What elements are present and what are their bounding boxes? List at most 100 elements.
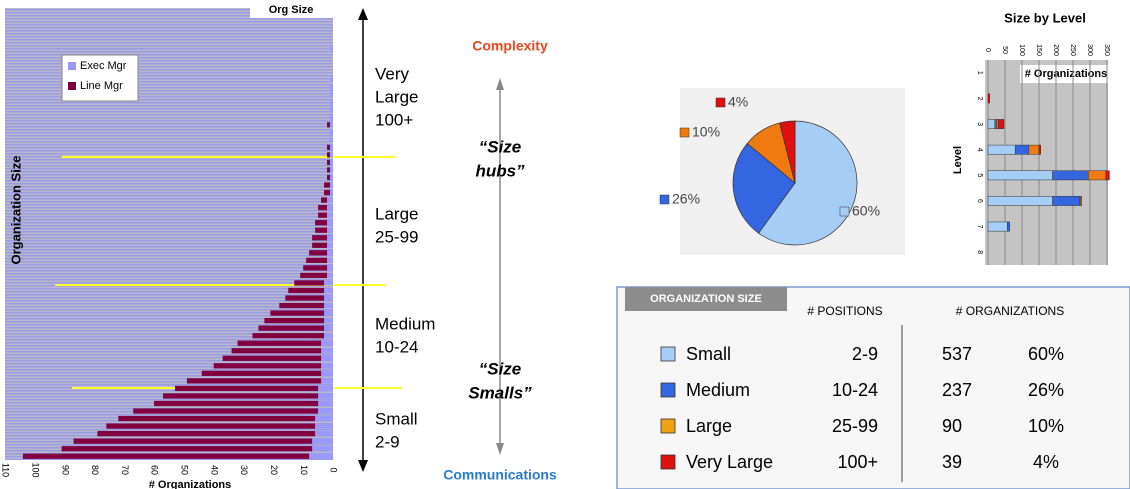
bar xyxy=(327,257,333,264)
x-tick-label: 0 xyxy=(329,467,339,472)
bar xyxy=(318,393,333,399)
row-count: 537 xyxy=(942,344,972,364)
bar xyxy=(213,363,322,369)
size-annotation: Medium xyxy=(375,314,435,333)
bar xyxy=(312,242,328,248)
y-tick-label: 2 xyxy=(976,96,983,100)
bar xyxy=(315,227,328,233)
arrow-head xyxy=(496,78,504,90)
bar xyxy=(318,212,328,218)
row-share: 10% xyxy=(1028,416,1064,436)
bar xyxy=(330,159,333,166)
size-annotation: Small xyxy=(375,409,418,428)
bar xyxy=(327,197,333,203)
bar xyxy=(994,119,997,129)
bar xyxy=(315,220,328,226)
size-annotation: Large xyxy=(375,204,418,223)
side-label: Communications xyxy=(443,467,557,483)
bar xyxy=(315,430,333,437)
bar xyxy=(1105,170,1110,181)
bar xyxy=(318,408,333,414)
bar xyxy=(306,257,328,264)
bar xyxy=(309,250,328,256)
bar xyxy=(330,137,333,143)
bar xyxy=(327,174,331,181)
side-label: “Size xyxy=(479,137,522,156)
x-tick-label: 110 xyxy=(1,463,11,477)
size-annotation: 25-99 xyxy=(375,227,418,246)
bar xyxy=(258,325,325,331)
bar xyxy=(73,438,313,444)
bar xyxy=(987,93,990,104)
data-label: 4% xyxy=(728,94,748,110)
row-positions: 2-9 xyxy=(852,344,878,364)
bar xyxy=(279,302,325,309)
row-positions: 25-99 xyxy=(832,416,878,436)
bar xyxy=(1080,196,1082,206)
legend-box xyxy=(61,54,139,102)
bar xyxy=(321,340,333,346)
bar xyxy=(315,415,333,422)
bar xyxy=(324,280,333,286)
bar xyxy=(321,355,333,361)
label-swatch xyxy=(679,127,690,138)
row-positions: 10-24 xyxy=(832,380,878,400)
y-tick-label: 3 xyxy=(976,122,983,126)
bar xyxy=(327,212,333,218)
bar xyxy=(330,144,333,151)
row-count: 237 xyxy=(942,380,972,400)
bar xyxy=(118,415,316,422)
bar xyxy=(987,221,1008,232)
bar xyxy=(303,265,328,271)
bar xyxy=(186,378,322,384)
label-swatch xyxy=(839,206,850,217)
size-annotation: 2-9 xyxy=(375,432,400,451)
x-tick-label: 300 xyxy=(1086,44,1093,56)
bar xyxy=(987,170,1053,181)
x-tick-label: 30 xyxy=(239,465,249,475)
bar xyxy=(309,453,333,459)
x-tick-label: 40 xyxy=(209,465,219,475)
bar xyxy=(1028,144,1040,155)
row-share: 26% xyxy=(1028,380,1064,400)
bar xyxy=(330,84,333,90)
bar xyxy=(330,99,333,105)
y-tick-label: 8 xyxy=(976,250,983,254)
label-swatch xyxy=(659,194,670,205)
x-tick-label: 60 xyxy=(150,465,160,475)
x-tick-label: 50 xyxy=(180,465,190,475)
bar xyxy=(154,400,319,407)
chart-title: Org Size xyxy=(269,4,314,16)
bar xyxy=(987,144,1016,155)
y-tick-label: 7 xyxy=(976,225,983,229)
row-share: 60% xyxy=(1028,344,1064,364)
bar xyxy=(321,348,333,354)
column-header: # POSITIONS xyxy=(807,304,882,318)
bar xyxy=(321,378,333,384)
bar xyxy=(327,167,331,173)
row-name: Very Large xyxy=(686,452,773,472)
bar xyxy=(327,152,331,158)
bar xyxy=(1014,144,1030,155)
bar xyxy=(294,280,325,286)
legend-box xyxy=(1020,65,1110,83)
legend-swatch xyxy=(68,82,76,90)
bar xyxy=(327,122,331,128)
bar xyxy=(318,204,328,211)
bar xyxy=(252,333,325,339)
legend-title: # Organizations xyxy=(1025,68,1108,80)
bar xyxy=(1088,170,1107,181)
bar xyxy=(312,235,328,241)
bar xyxy=(996,119,999,129)
bar xyxy=(288,287,325,294)
size-annotation: 100+ xyxy=(375,110,413,129)
legend-label: Exec Mgr xyxy=(80,60,127,72)
bar xyxy=(324,295,333,301)
side-label: hubs” xyxy=(475,161,525,180)
bar xyxy=(300,272,328,279)
bar xyxy=(318,385,333,392)
row-name: Medium xyxy=(686,380,750,400)
bar xyxy=(327,265,333,271)
x-tick-label: 100 xyxy=(30,462,40,477)
